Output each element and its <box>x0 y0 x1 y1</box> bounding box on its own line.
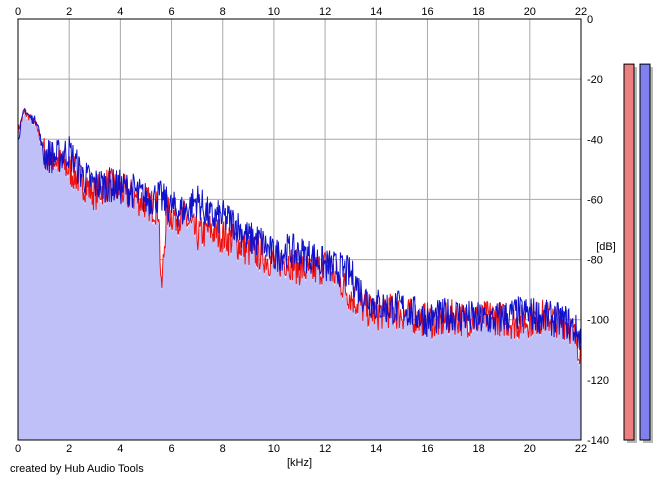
x-tick-label-bottom: 6 <box>168 443 174 455</box>
y-tick-label: -80 <box>587 255 603 267</box>
level-meters <box>623 63 653 443</box>
x-tick-label-bottom: 22 <box>575 443 587 455</box>
y-axis-label: [dB] <box>596 241 616 253</box>
x-tick-label-bottom: 10 <box>268 443 280 455</box>
y-tick-label: -120 <box>587 375 609 387</box>
x-tick-label-top: 6 <box>168 6 174 18</box>
x-tick-label-top: 4 <box>117 6 123 18</box>
x-tick-label-top: 2 <box>66 6 72 18</box>
y-axis-ticks: 0 -20 -40 -60 -80 -100 -120 -140 <box>587 14 609 447</box>
series-group <box>17 108 582 365</box>
x-tick-label-top: 8 <box>220 6 226 18</box>
spectrum-fill-area <box>18 113 581 440</box>
meter-bar-left <box>623 63 635 441</box>
y-tick-label: -100 <box>587 315 609 327</box>
x-tick-label-top: 22 <box>575 6 587 18</box>
x-tick-label-bottom: 20 <box>524 443 536 455</box>
x-tick-label-top: 12 <box>319 6 331 18</box>
x-tick-label-bottom: 8 <box>220 443 226 455</box>
y-tick-label: -60 <box>587 194 603 206</box>
x-tick-label-top: 10 <box>268 6 280 18</box>
plot-frame <box>17 18 582 441</box>
series-line-1 <box>17 108 582 351</box>
x-tick-label-bottom: 2 <box>66 443 72 455</box>
x-tick-label-top: 18 <box>473 6 485 18</box>
series-line-0 <box>17 109 582 365</box>
x-axis-label: [kHz] <box>287 457 312 469</box>
x-tick-label-bottom: 4 <box>117 443 123 455</box>
x-tick-label-bottom: 12 <box>319 443 331 455</box>
y-tick-label: -40 <box>587 134 603 146</box>
credit-text: created by Hub Audio Tools <box>10 463 144 475</box>
y-tick-label: 0 <box>587 14 593 26</box>
meter-bar-right <box>639 63 651 441</box>
y-tick-label: -140 <box>587 435 609 447</box>
x-tick-label-bottom: 0 <box>15 443 21 455</box>
x-tick-label-top: 16 <box>421 6 433 18</box>
y-tick-label: -20 <box>587 74 603 86</box>
x-tick-label-top: 14 <box>370 6 382 18</box>
x-tick-label-bottom: 14 <box>370 443 382 455</box>
x-tick-label-bottom: 18 <box>473 443 485 455</box>
x-tick-label-top: 0 <box>15 6 21 18</box>
x-tick-label-bottom: 16 <box>421 443 433 455</box>
x-tick-label-top: 20 <box>524 6 536 18</box>
